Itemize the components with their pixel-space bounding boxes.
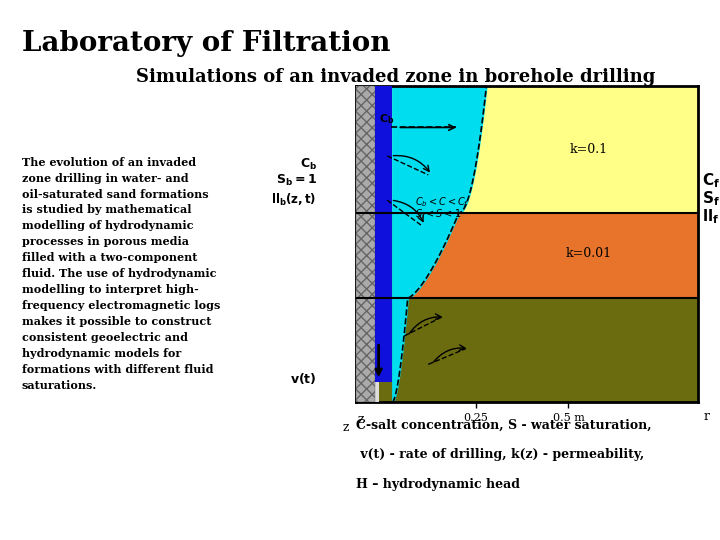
Text: $\mathbf{S_b{=}1}$: $\mathbf{S_b{=}1}$ bbox=[276, 173, 317, 188]
Text: k=0.1: k=0.1 bbox=[570, 143, 608, 156]
Text: $\mathbf{C_f}$: $\mathbf{C_f}$ bbox=[702, 172, 720, 190]
Text: $\mathbf{S_f}$: $\mathbf{S_f}$ bbox=[702, 189, 720, 207]
Text: k=0.01: k=0.01 bbox=[566, 247, 612, 260]
Bar bbox=[375, 86, 379, 402]
Text: $\mathbf{v(t)}$: $\mathbf{v(t)}$ bbox=[290, 370, 317, 386]
Bar bbox=[375, 86, 392, 382]
Text: v(t) - rate of drilling, k(z) - permeability,: v(t) - rate of drilling, k(z) - permeabi… bbox=[356, 448, 644, 461]
Text: z: z bbox=[358, 413, 364, 426]
Text: Laboratory of Filtration: Laboratory of Filtration bbox=[22, 30, 390, 57]
Text: $S_f$$<$$S$$<$$1$: $S_f$$<$$S$$<$$1$ bbox=[415, 207, 461, 221]
Text: Simulations of an invaded zone in borehole drilling: Simulations of an invaded zone in boreho… bbox=[136, 68, 656, 85]
Text: $\mathbf{C_b}$: $\mathbf{C_b}$ bbox=[300, 157, 317, 172]
Text: r: r bbox=[703, 410, 709, 423]
Text: z: z bbox=[343, 421, 350, 434]
Text: $\mathbf{C_b}$: $\mathbf{C_b}$ bbox=[379, 113, 394, 126]
Text: H – hydrodynamic head: H – hydrodynamic head bbox=[356, 478, 521, 491]
Bar bbox=[356, 86, 375, 402]
Text: $\mathbf{ll_f}$: $\mathbf{ll_f}$ bbox=[702, 208, 719, 226]
Text: $C_b$$<$$C$$<$$C_f$: $C_b$$<$$C$$<$$C_f$ bbox=[415, 195, 469, 208]
Bar bbox=[356, 86, 375, 402]
Text: $\mathbf{ll_b(z,t)}$: $\mathbf{ll_b(z,t)}$ bbox=[271, 192, 317, 208]
Text: C-salt concentration, S - water saturation,: C-salt concentration, S - water saturati… bbox=[356, 418, 652, 431]
Text: The evolution of an invaded
zone drilling in water- and
oil-saturated sand forma: The evolution of an invaded zone drillin… bbox=[22, 157, 220, 391]
